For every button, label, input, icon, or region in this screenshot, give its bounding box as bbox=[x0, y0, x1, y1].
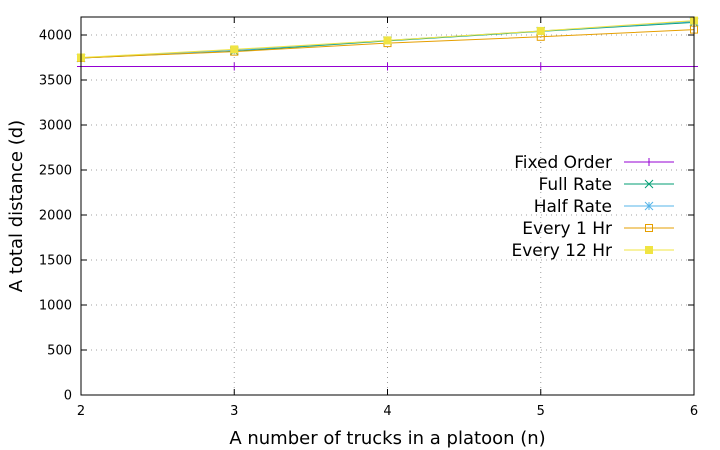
legend-swatch-marker bbox=[644, 179, 654, 189]
series-layer bbox=[76, 16, 699, 71]
legend-swatch-marker bbox=[644, 201, 654, 211]
legend-label: Full Rate bbox=[539, 175, 612, 195]
x-axis-label: A number of trucks in a platoon (n) bbox=[229, 428, 545, 449]
x-tick-label: 3 bbox=[230, 404, 238, 419]
legend-entry-every-1-hr: Every 1 Hr bbox=[522, 219, 674, 239]
axis-ticks: 0 500 1000 1500 2000 2500 3000 3500 4000 2 3 4 5 6 bbox=[39, 17, 698, 419]
data-point-every-12-hr bbox=[383, 36, 392, 45]
data-point-fixed-order bbox=[383, 62, 392, 71]
legend-label: Half Rate bbox=[534, 197, 612, 217]
legend-entry-every-12-hr: Every 12 Hr bbox=[511, 241, 674, 261]
legend-entry-fixed-order: Fixed Order bbox=[514, 153, 674, 173]
legend-label: Every 1 Hr bbox=[522, 219, 612, 239]
y-tick-label: 1000 bbox=[39, 299, 72, 314]
y-tick-label: 500 bbox=[47, 344, 72, 359]
data-point-fixed-order bbox=[536, 62, 545, 71]
y-tick-label: 3000 bbox=[39, 119, 72, 134]
legend-entry-full-rate: Full Rate bbox=[539, 175, 674, 195]
series-fixed-order bbox=[77, 62, 698, 71]
y-tick-label: 3500 bbox=[39, 74, 72, 89]
y-tick-label: 2000 bbox=[39, 209, 72, 224]
y-tick-label: 0 bbox=[64, 389, 72, 404]
y-axis-label: A total distance (d) bbox=[6, 120, 27, 292]
data-point-every-12-hr bbox=[230, 45, 239, 54]
legend-label: Every 12 Hr bbox=[511, 241, 612, 261]
legend-label: Fixed Order bbox=[514, 153, 612, 173]
x-tick-label: 5 bbox=[537, 404, 545, 419]
data-point-every-12-hr bbox=[536, 26, 545, 35]
x-tick-label: 2 bbox=[77, 404, 85, 419]
data-point-fixed-order bbox=[230, 62, 239, 71]
x-tick-label: 6 bbox=[690, 404, 698, 419]
y-tick-label: 1500 bbox=[39, 254, 72, 269]
grid bbox=[81, 17, 694, 395]
x-tick-label: 4 bbox=[383, 404, 391, 419]
legend-entry-half-rate: Half Rate bbox=[534, 197, 674, 217]
legend-swatch-marker bbox=[645, 224, 653, 232]
y-tick-label: 4000 bbox=[39, 29, 72, 44]
y-tick-label: 2500 bbox=[39, 164, 72, 179]
legend-swatch-marker bbox=[645, 246, 653, 254]
legend-swatch-marker bbox=[645, 158, 653, 166]
